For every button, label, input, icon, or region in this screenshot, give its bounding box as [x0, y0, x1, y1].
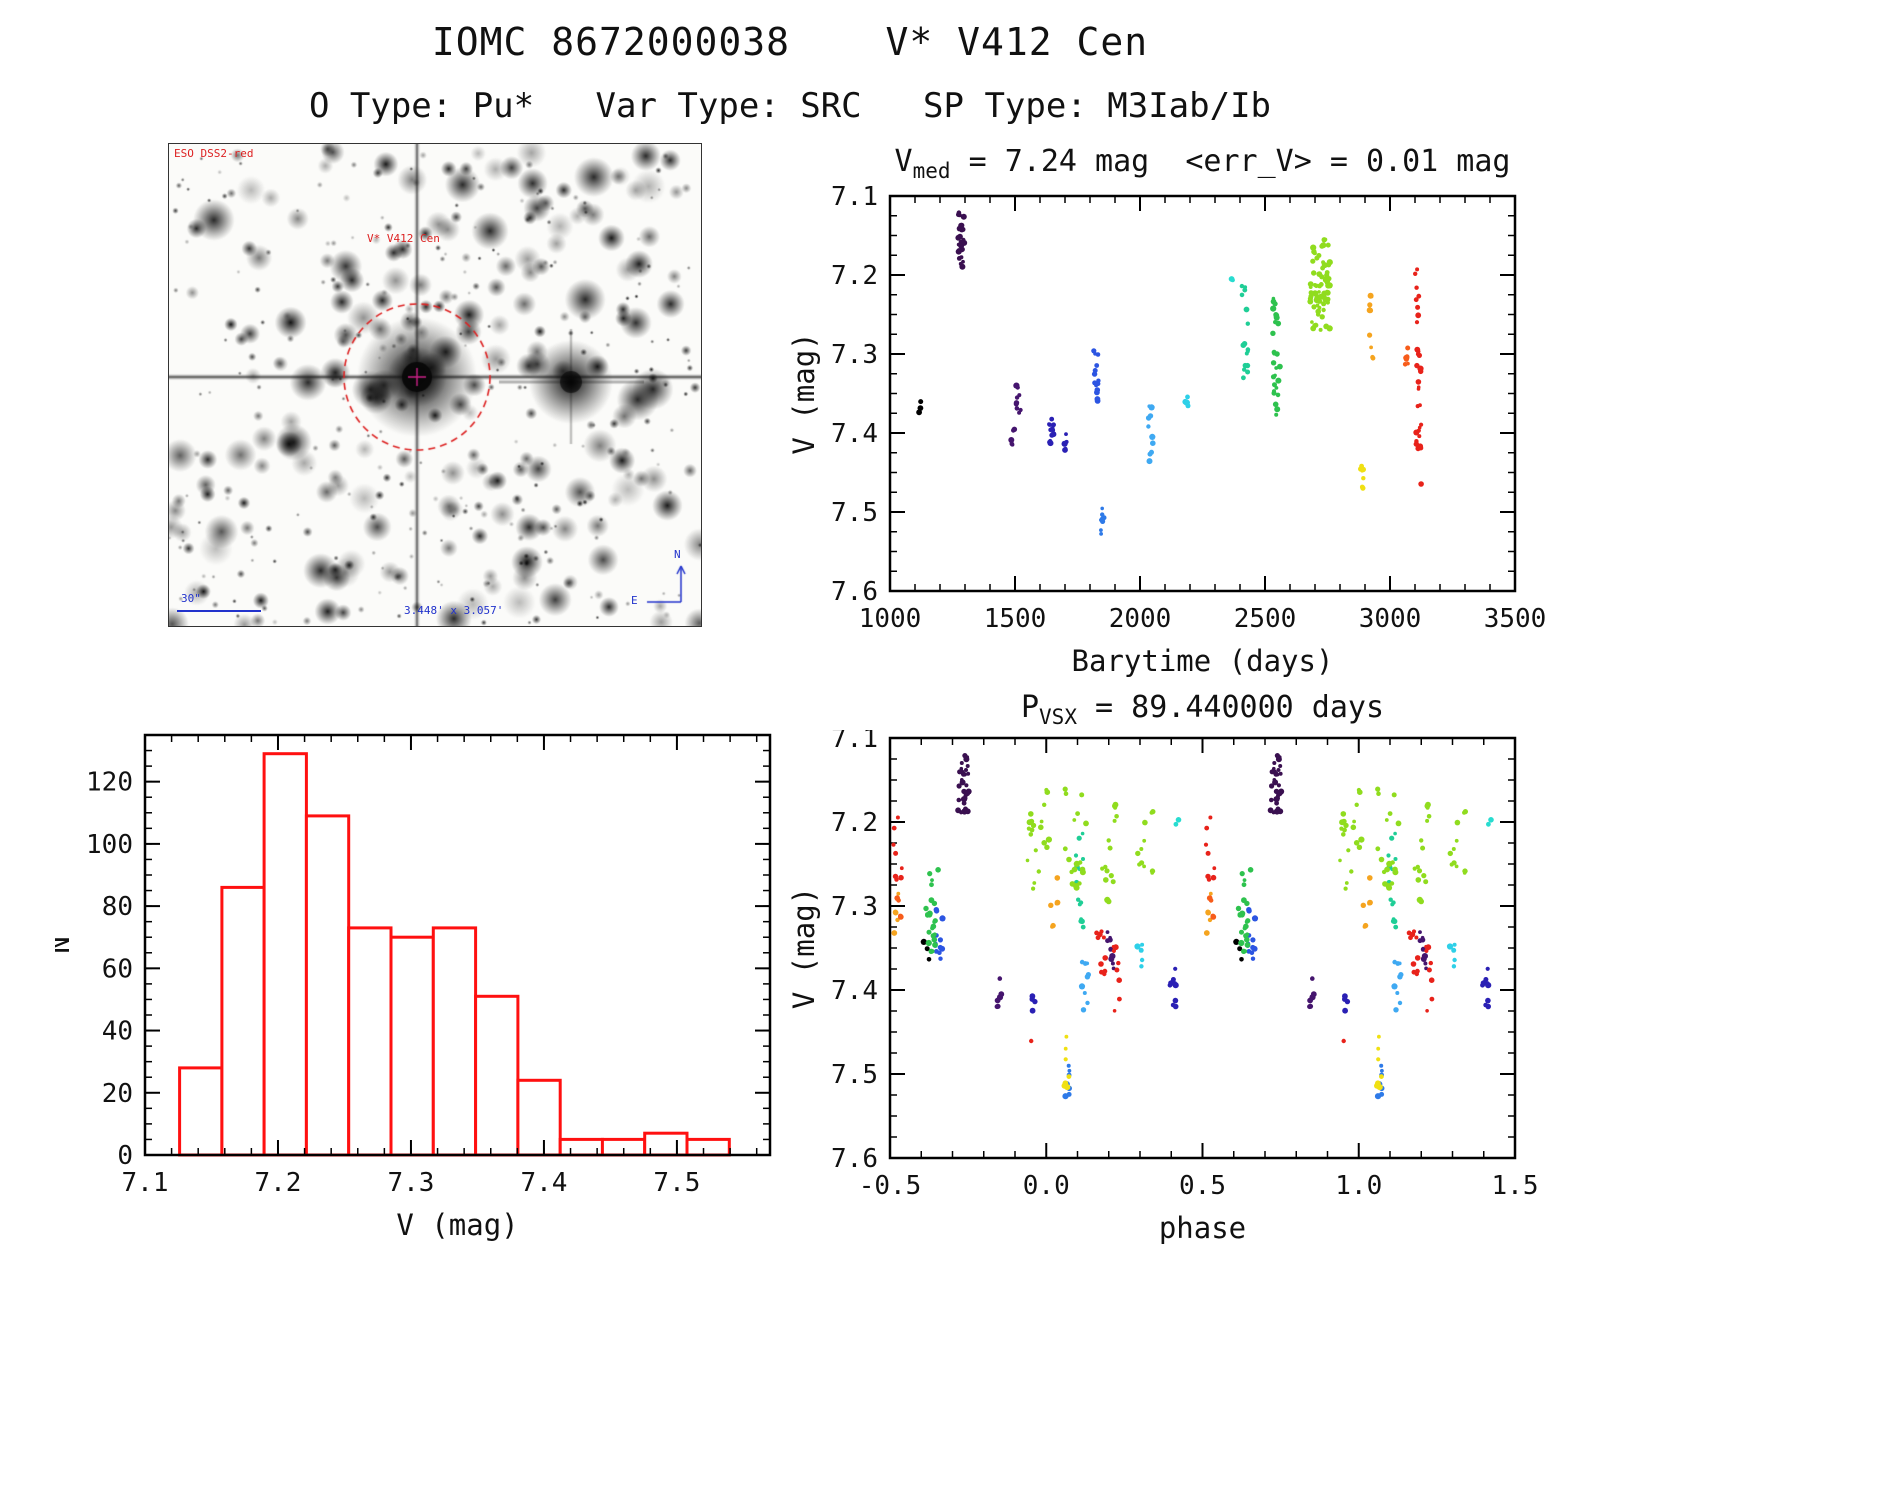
- svg-text:0: 0: [117, 1141, 133, 1171]
- histogram-figure: 7.1 7.2 7.3 7.4 7.5 0 20 40 60 80 100 120 V (mag) N: [55, 695, 800, 1285]
- svg-text:7.2: 7.2: [254, 1168, 301, 1198]
- svg-text:1.0: 1.0: [1335, 1171, 1382, 1201]
- svg-text:3000: 3000: [1359, 604, 1422, 634]
- starfield-canvas: [169, 144, 701, 626]
- svg-text:7.5: 7.5: [831, 498, 878, 528]
- svg-text:7.1: 7.1: [122, 1168, 169, 1198]
- axes: 1000 1500 2000 2500 3000 3500 7.1 7.2 7.3 7.4 7.5 7…: [787, 182, 1546, 678]
- svg-text:0.0: 0.0: [1023, 1171, 1070, 1201]
- phase-curve-figure: PVSX = 89.440000 days -0.5 0.0 0.5 1.0 1.5 7.…: [770, 688, 1570, 1288]
- svg-text:7.2: 7.2: [831, 808, 878, 838]
- svg-text:V (mag): V (mag): [787, 887, 821, 1009]
- svg-text:0.5: 0.5: [1179, 1171, 1226, 1201]
- svg-text:N: N: [55, 936, 76, 953]
- svg-text:phase: phase: [1159, 1211, 1246, 1245]
- svg-text:7.1: 7.1: [831, 730, 878, 754]
- data-points: [891, 753, 1494, 1100]
- svg-text:7.4: 7.4: [831, 976, 878, 1006]
- page-subtitle: O Type: Pu* Var Type: SRC SP Type: M3Iab…: [308, 86, 1272, 126]
- histogram-bars: [178, 752, 731, 1157]
- svg-text:7.3: 7.3: [831, 340, 878, 370]
- svg-text:7.4: 7.4: [520, 1168, 567, 1198]
- phase-curve-plot: -0.5 0.0 0.5 1.0 1.5 7.1 7.2 7.3 7.4 7.5 7.6 phase V…: [787, 730, 1538, 1245]
- svg-text:7.1: 7.1: [831, 182, 878, 212]
- svg-text:1000: 1000: [859, 604, 922, 634]
- fov-label: 3.448' x 3.057': [404, 604, 504, 617]
- svg-text:7.3: 7.3: [831, 892, 878, 922]
- survey-label: ESO DSS2-red: [174, 147, 254, 160]
- axes: -0.5 0.0 0.5 1.0 1.5 7.1 7.2 7.3 7.4 7.5 7.6 phase V…: [787, 730, 1538, 1245]
- finder-chart: ESO DSS2-red V* V412 Cen 30" 3.448' x 3.…: [168, 143, 702, 627]
- histogram-plot: 7.1 7.2 7.3 7.4 7.5 0 20 40 60 80 100 120 V (mag) N: [55, 733, 772, 1242]
- lightcurve-figure: Vmed = 7.24 mag <err_V> = 0.01 mag 1000 1…: [770, 138, 1570, 698]
- svg-text:V (mag): V (mag): [396, 1208, 518, 1242]
- axes: 7.1 7.2 7.3 7.4 7.5 0 20 40 60 80 100 120 V (mag) N: [55, 733, 772, 1242]
- scale-bar: [177, 610, 261, 612]
- svg-text:7.4: 7.4: [831, 419, 878, 449]
- svg-text:1500: 1500: [984, 604, 1047, 634]
- svg-text:40: 40: [102, 1017, 133, 1047]
- svg-text:2500: 2500: [1234, 604, 1297, 634]
- lightcurve-title: Vmed = 7.24 mag <err_V> = 0.01 mag: [894, 144, 1511, 183]
- svg-text:7.5: 7.5: [653, 1168, 700, 1198]
- svg-text:7.6: 7.6: [831, 1144, 878, 1174]
- svg-text:60: 60: [102, 954, 133, 984]
- compass-north-label: N: [674, 548, 681, 561]
- svg-text:7.6: 7.6: [831, 577, 878, 607]
- data-points: [916, 210, 1424, 536]
- svg-text:Barytime (days): Barytime (days): [1072, 644, 1334, 678]
- svg-text:7.5: 7.5: [831, 1060, 878, 1090]
- svg-text:1.5: 1.5: [1492, 1171, 1539, 1201]
- svg-text:80: 80: [102, 892, 133, 922]
- target-label: V* V412 Cen: [367, 232, 440, 245]
- svg-text:V (mag): V (mag): [787, 332, 821, 454]
- svg-text:7.2: 7.2: [831, 261, 878, 291]
- svg-text:-0.5: -0.5: [859, 1171, 922, 1201]
- svg-text:7.3: 7.3: [387, 1168, 434, 1198]
- lightcurve-plot: 1000 1500 2000 2500 3000 3500 7.1 7.2 7.3 7.4 7.5 7…: [787, 182, 1546, 678]
- svg-text:3500: 3500: [1484, 604, 1547, 634]
- svg-text:120: 120: [86, 768, 133, 798]
- svg-text:100: 100: [86, 830, 133, 860]
- page-title: IOMC 8672000038 V* V412 Cen: [431, 20, 1149, 64]
- svg-text:20: 20: [102, 1079, 133, 1109]
- compass-east-label: E: [631, 594, 638, 607]
- svg-text:2000: 2000: [1109, 604, 1172, 634]
- scale-label: 30": [181, 592, 201, 605]
- phase-curve-title: PVSX = 89.440000 days: [1020, 690, 1385, 729]
